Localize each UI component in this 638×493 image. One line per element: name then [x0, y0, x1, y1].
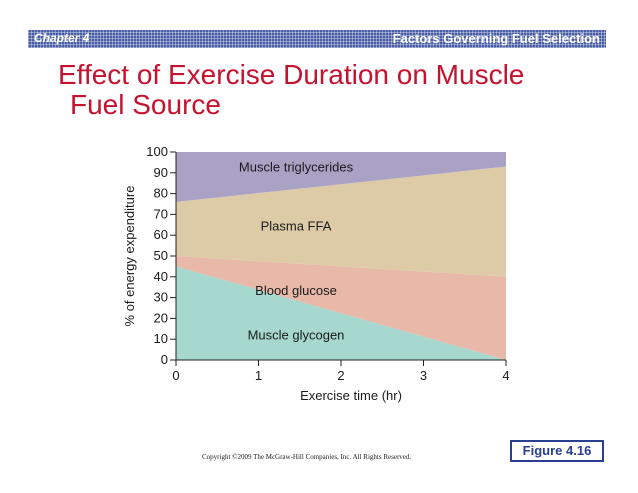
y-tick-label: 90 [154, 165, 168, 180]
area-muscle-triglycerides [176, 152, 506, 202]
y-tick-label: 30 [154, 290, 168, 305]
y-tick-label: 50 [154, 248, 168, 263]
chart-svg: Muscle glycogen Blood glucose Plasma FFA Mu… [122, 144, 510, 403]
y-tick-label: 20 [154, 310, 168, 325]
chapter-label: Chapter 4 [34, 31, 90, 45]
y-tick-label: 70 [154, 206, 168, 221]
slide-title: Effect of Exercise Duration on Muscle Fu… [58, 60, 558, 120]
section-title: Factors Governing Fuel Selection [392, 31, 600, 46]
y-axis-label: % of energy expenditure [122, 186, 137, 327]
header-bar: Chapter 4 Factors Governing Fuel Selecti… [28, 30, 606, 48]
y-tick-label: 80 [154, 186, 168, 201]
x-tick-label: 4 [502, 368, 509, 383]
figure-label: Figure 4.16 [510, 440, 604, 462]
area-plasma-ffa [176, 166, 506, 277]
slide-title-line1: Effect of Exercise Duration on Muscle [58, 59, 525, 90]
area-blood-glucose [176, 256, 506, 360]
series-label-blood-glucose: Blood glucose [255, 283, 337, 298]
y-tick-label: 0 [161, 352, 168, 367]
series-label-muscle-triglycerides: Muscle triglycerides [239, 160, 354, 175]
series-label-muscle-glycogen: Muscle glycogen [248, 327, 345, 342]
slide-title-line2: Fuel Source [70, 89, 221, 120]
copyright: Copyright ©2009 The McGraw-Hill Companie… [202, 453, 412, 461]
y-tick-label: 100 [146, 144, 168, 159]
y-tick-label: 10 [154, 331, 168, 346]
x-tick-label: 0 [172, 368, 179, 383]
x-tick-label: 3 [420, 368, 427, 383]
series-label-plasma-ffa: Plasma FFA [261, 218, 332, 233]
x-tick-label: 1 [255, 368, 262, 383]
area-muscle-glycogen [176, 266, 506, 360]
x-axis-label: Exercise time (hr) [300, 388, 402, 403]
y-tick-label: 40 [154, 269, 168, 284]
x-tick-label: 2 [337, 368, 344, 383]
y-tick-label: 60 [154, 227, 168, 242]
chart: Muscle glycogen Blood glucose Plasma FFA Mu… [118, 140, 518, 410]
